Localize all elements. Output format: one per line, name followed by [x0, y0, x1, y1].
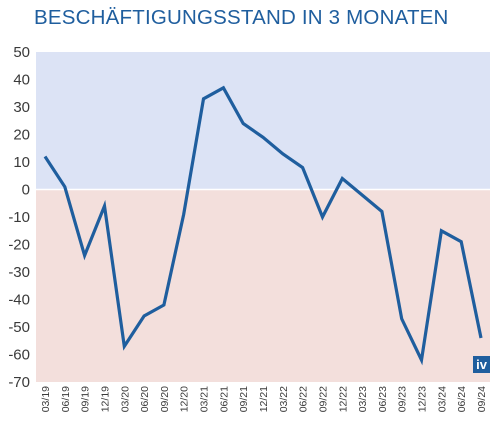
x-tick-label: 09/24: [476, 386, 488, 412]
y-tick-label: -60: [8, 347, 30, 364]
x-tick-label: 06/22: [298, 386, 310, 412]
x-tick-label: 03/19: [40, 386, 52, 412]
x-tick-label: 09/21: [238, 386, 250, 412]
chart-title: BESCHÄFTIGUNGSSTAND IN 3 MONATEN: [34, 6, 449, 29]
iv-logo: iv: [473, 356, 490, 373]
y-tick-label: 50: [13, 44, 30, 61]
y-tick-label: 40: [13, 72, 30, 89]
x-tick-label: 03/24: [436, 386, 448, 412]
y-tick-label: -40: [8, 292, 30, 309]
x-tick-label: 06/21: [218, 386, 230, 412]
background-bands: [36, 52, 490, 382]
x-tick-label: 12/23: [417, 386, 429, 412]
x-tick-label: 03/22: [278, 386, 290, 412]
positive-band: [36, 52, 490, 190]
x-tick-label: 12/19: [99, 386, 111, 412]
y-tick-label: -20: [8, 237, 30, 254]
x-tick-label: 12/22: [337, 386, 349, 412]
x-tick-label: 03/20: [119, 386, 131, 412]
y-tick-label: -70: [8, 374, 30, 391]
logo-box: [473, 356, 490, 373]
y-tick-label: 0: [22, 182, 30, 199]
x-tick-label: 12/21: [258, 386, 270, 412]
y-tick-label: 20: [13, 127, 30, 144]
y-tick-label: -30: [8, 264, 30, 281]
x-tick-label: 06/20: [139, 386, 151, 412]
y-tick-label: 30: [13, 99, 30, 116]
y-tick-label: 10: [13, 154, 30, 171]
series-line: [43, 85, 483, 366]
y-axis-ticks: 50 40 30 20 10 0 -10 -20 -30 -40 -50 -60 -70: [8, 44, 30, 391]
series-lines: [43, 85, 483, 366]
y-tick-label: -50: [8, 319, 30, 336]
x-tick-label: 03/21: [199, 386, 211, 412]
negative-band: [36, 189, 490, 382]
x-tick-label: 09/22: [317, 386, 329, 412]
y-tick-label: -10: [8, 209, 30, 226]
x-tick-label: 09/20: [159, 386, 171, 412]
logo-text: iv: [476, 357, 488, 372]
x-axis-ticks: 03/19 06/19 09/19 12/19 03/20 06/20 09/20 12/20…: [40, 386, 488, 412]
x-tick-label: 12/20: [179, 386, 191, 412]
x-tick-label: 09/23: [397, 386, 409, 412]
x-tick-label: 03/23: [357, 386, 369, 412]
x-tick-label: 09/19: [80, 386, 92, 412]
x-tick-label: 06/24: [456, 386, 468, 412]
x-tick-label: 06/19: [60, 386, 72, 412]
x-tick-label: 06/23: [377, 386, 389, 412]
